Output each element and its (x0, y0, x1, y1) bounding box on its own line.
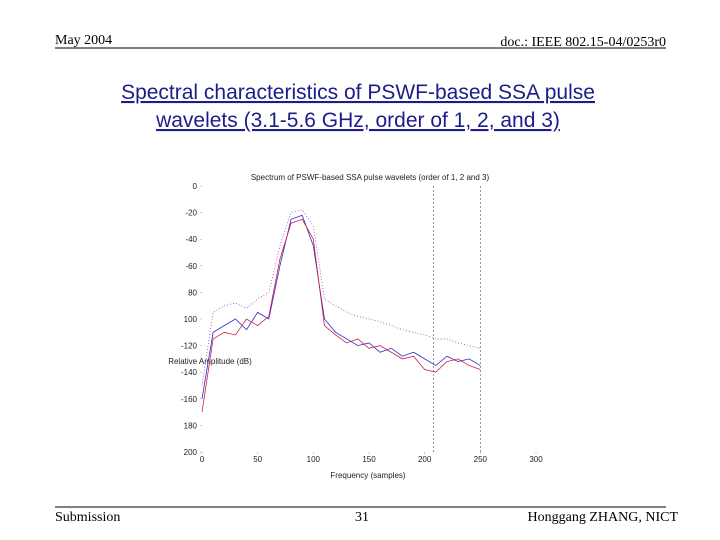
y-tick-label: 80 (188, 288, 197, 297)
series-line (201, 218, 481, 413)
series-line (201, 214, 481, 399)
x-tick-label: 200 (418, 455, 432, 464)
y-axis-label: Relative Amplitude (dB) (168, 357, 252, 366)
x-tick-label: 0 (200, 455, 205, 464)
y-tick-label: 180 (184, 421, 198, 430)
header-right: doc.: IEEE 802.15-04/0253r0 (500, 35, 666, 50)
y-tick-label: 0 (193, 182, 198, 191)
x-axis-label: Frequency (samples) (330, 471, 405, 480)
y-tick-label: -140 (181, 368, 198, 377)
series-line (201, 209, 481, 386)
page-number: 31 (355, 510, 369, 525)
header-left: May 2004 (55, 33, 112, 48)
footer-left: Submission (55, 510, 120, 525)
y-tick-label: 200 (184, 448, 198, 457)
x-tick-label: 100 (307, 455, 321, 464)
slide-title: Spectral characteristics of PSWF-based S… (121, 81, 595, 104)
y-tick-label: -40 (185, 235, 197, 244)
y-tick-label: -120 (181, 342, 198, 351)
footer-right: Honggang ZHANG, NICT (528, 510, 679, 525)
y-tick-label: -20 (185, 209, 197, 218)
x-tick-label: 50 (253, 455, 262, 464)
x-tick-label: 300 (529, 455, 543, 464)
chart-title: Spectrum of PSWF-based SSA pulse wavelet… (251, 173, 490, 182)
y-tick-label: -160 (181, 395, 198, 404)
x-tick-label: 150 (362, 455, 376, 464)
x-tick-label: 250 (474, 455, 488, 464)
y-tick-label: -60 (185, 262, 197, 271)
slide-title: wavelets (3.1-5.6 GHz, order of 1, 2, an… (155, 109, 560, 132)
y-tick-label: 100 (184, 315, 198, 324)
